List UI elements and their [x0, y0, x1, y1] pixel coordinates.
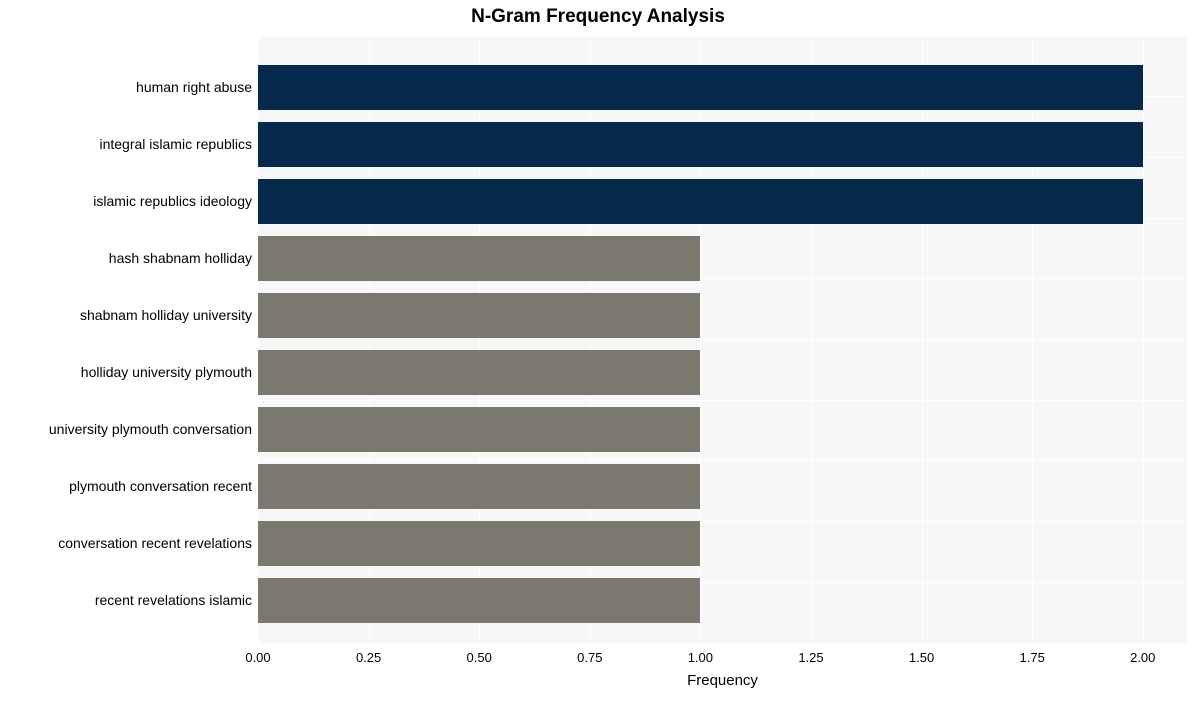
y-tick-label: human right abuse	[136, 79, 252, 95]
x-tick-label: 0.50	[467, 650, 492, 665]
y-tick-label: conversation recent revelations	[58, 535, 252, 551]
x-tick-label: 1.00	[688, 650, 713, 665]
x-tick-label: 0.00	[245, 650, 270, 665]
chart-title: N-Gram Frequency Analysis	[0, 6, 1196, 28]
y-tick-label: holliday university plymouth	[81, 364, 252, 380]
x-tick-label: 1.50	[909, 650, 934, 665]
bar	[258, 350, 700, 395]
y-gridline	[258, 339, 1187, 340]
bar	[258, 65, 1143, 110]
bar	[258, 236, 700, 281]
y-tick-label: plymouth conversation recent	[69, 478, 252, 494]
bar	[258, 521, 700, 566]
y-gridline	[258, 400, 1187, 401]
y-tick-label: integral islamic republics	[99, 136, 252, 152]
bar	[258, 407, 700, 452]
x-axis-label: Frequency	[258, 672, 1187, 689]
bar	[258, 293, 700, 338]
bar	[258, 179, 1143, 224]
y-tick-label: recent revelations islamic	[95, 592, 252, 608]
x-gridline	[1143, 36, 1144, 643]
x-tick-label: 1.75	[1020, 650, 1045, 665]
y-tick-label: islamic republics ideology	[93, 193, 252, 209]
bar	[258, 578, 700, 623]
y-tick-label: shabnam holliday university	[80, 307, 252, 323]
plot-area	[258, 36, 1187, 643]
x-tick-label: 2.00	[1130, 650, 1155, 665]
y-gridline	[258, 460, 1187, 461]
bar	[258, 122, 1143, 167]
ngram-frequency-chart: N-Gram Frequency Analysis Frequency 0.00…	[0, 0, 1196, 701]
y-gridline	[258, 643, 1187, 644]
bar	[258, 464, 700, 509]
x-tick-label: 1.25	[798, 650, 823, 665]
x-tick-label: 0.75	[577, 650, 602, 665]
y-gridline	[258, 36, 1187, 37]
y-tick-label: hash shabnam holliday	[109, 250, 252, 266]
y-tick-label: university plymouth conversation	[49, 421, 252, 437]
x-tick-label: 0.25	[356, 650, 381, 665]
